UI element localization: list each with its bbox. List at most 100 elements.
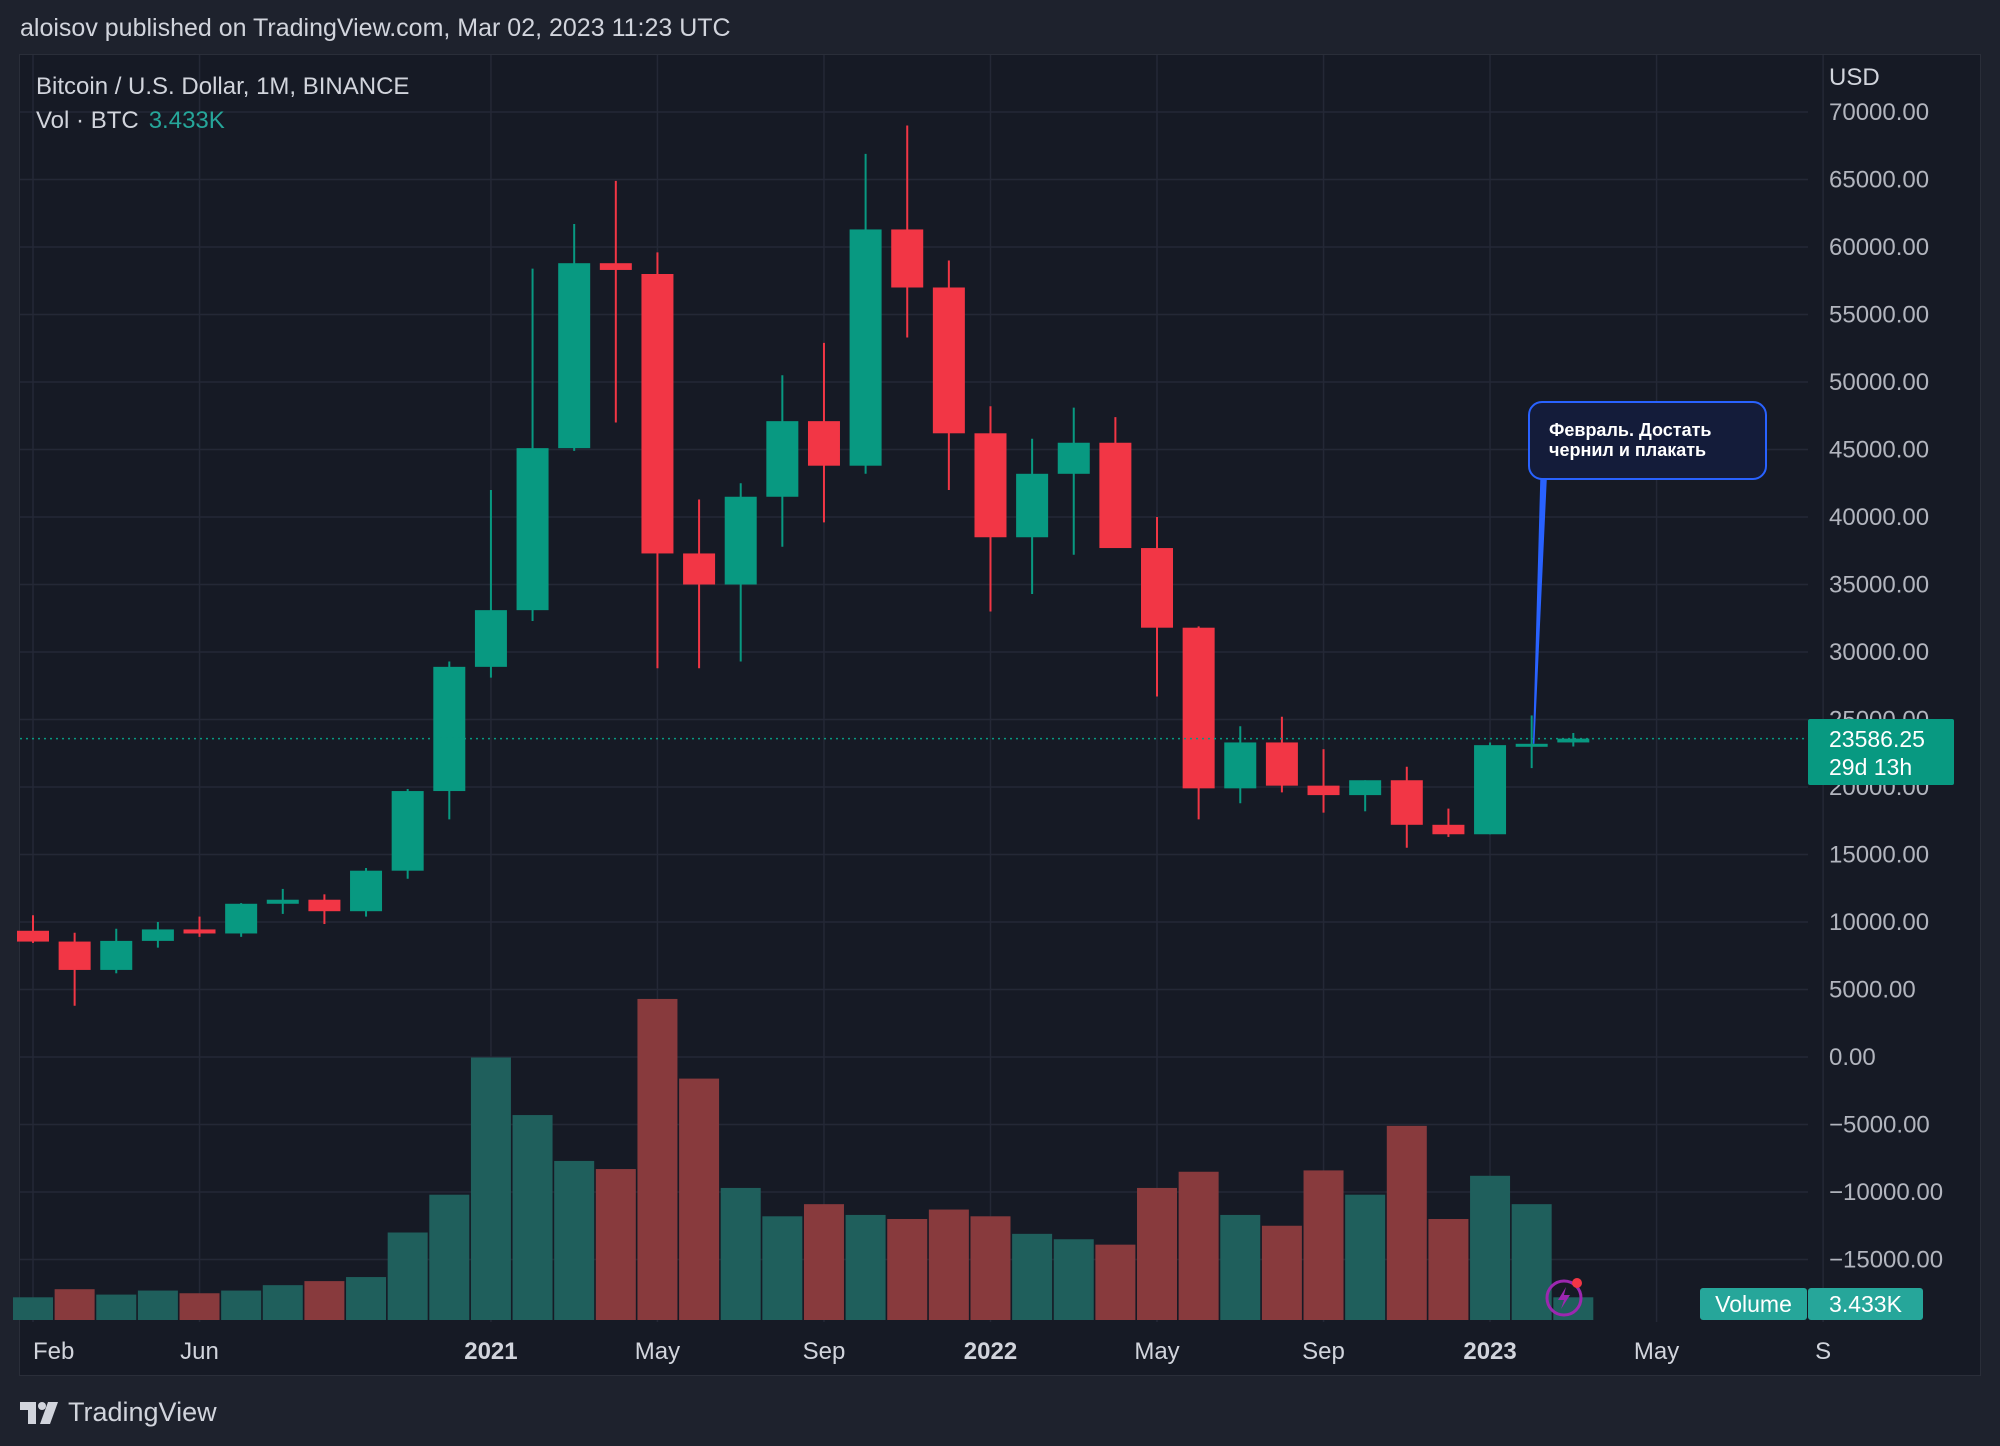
y-tick-label: 40000.00 [1829,504,1929,531]
candle-body [932,287,965,434]
tradingview-logo-icon [20,1401,58,1424]
volume-bar [179,1293,220,1320]
candle [891,125,924,338]
x-tick-label: 2023 [1463,1338,1516,1365]
grid-lines [20,55,1824,1322]
tradingview-logo[interactable]: TradingView [20,1397,217,1428]
volume-bar [1012,1233,1053,1320]
candle [516,268,549,621]
candle [183,916,216,937]
volume-bar [1511,1204,1552,1320]
candle-body [891,229,924,288]
candle [1307,749,1340,813]
candle-body [807,421,840,466]
volume-badge-label: Volume [1700,1288,1807,1320]
candle [1432,808,1465,837]
volume-bar [387,1232,428,1320]
symbol-title[interactable]: Bitcoin / U.S. Dollar, 1M, BINANCE [36,73,410,100]
x-tick-label: Sep [1302,1338,1345,1365]
price-axis-labels: 70000.00 65000.00 60000.00 55000.00 50000.00… [1829,99,1943,1274]
candle-body [1349,780,1382,796]
chart-overlays [20,479,1808,744]
candle [1099,417,1132,549]
candle [1390,766,1423,848]
candle [1349,780,1382,812]
candle [1182,626,1215,820]
candle-body [1265,742,1298,786]
candle-body [141,929,174,941]
candle [100,928,133,974]
volume-bar [887,1219,928,1320]
volume-bar [512,1115,553,1320]
candle-body [1515,743,1548,747]
volume-bar [554,1160,595,1320]
candle-body [558,263,591,449]
annotation-pointer [1532,479,1547,744]
volume-bar [1345,1194,1386,1320]
x-tick-label: 2021 [464,1338,517,1365]
y-tick-label: 5000.00 [1829,977,1916,1004]
annotation-callout[interactable]: Февраль. Достать чернил и плакать [1528,401,1767,480]
candle [974,406,1007,612]
volume-bar [970,1216,1011,1320]
x-tick-label: May [1634,1338,1679,1365]
candle-body [17,930,49,942]
candle [1224,726,1257,804]
candle-body [1557,738,1590,743]
candle [1265,716,1298,793]
candle-body [433,666,466,792]
candle-body [391,791,424,871]
x-tick-label: Jun [180,1338,219,1365]
volume-bar [1303,1170,1344,1320]
x-tick-label: Feb [33,1338,74,1365]
candle [641,252,674,669]
x-tick-label: 2022 [964,1338,1017,1365]
volume-bar [803,1204,844,1320]
chart-pane[interactable] [19,54,1981,1376]
candle [58,932,91,1006]
candle-body [766,421,799,497]
annotation-line-1: Февраль. Достать [1549,420,1712,440]
candle [391,789,424,879]
candle [558,224,591,451]
candle [308,894,341,925]
volume-bar [137,1290,178,1320]
candle-body [641,274,674,554]
candle-body [683,553,716,585]
x-tick-label: May [1134,1338,1179,1365]
volume-bar [1220,1214,1261,1320]
volume-badge-value: 3.433K [1808,1288,1923,1320]
volume-legend[interactable]: Vol · BTC 3.433K [36,104,409,138]
candle-body [1474,745,1507,835]
candle-body [1099,442,1132,549]
x-tick-label: May [635,1338,680,1365]
candle [1016,438,1049,594]
candle-body [1016,473,1049,538]
x-tick-label: S [1815,1338,1831,1365]
volume-legend-label: Vol · BTC [36,107,139,134]
lightning-icon[interactable] [1544,1277,1584,1317]
volume-bar [470,1057,511,1320]
volume-bar [429,1194,470,1320]
candle [1557,733,1590,747]
symbol-legend[interactable]: Bitcoin / U.S. Dollar, 1M, BINANCE Vol ·… [36,70,409,138]
volume-legend-value: 3.433K [148,107,225,134]
y-tick-label: 0.00 [1829,1044,1876,1071]
candle [141,922,174,948]
candle [225,903,258,937]
candle-body [974,433,1007,538]
volume-bar [595,1169,636,1320]
candle [683,499,716,669]
volume-bar [1386,1125,1427,1320]
y-tick-label: −10000.00 [1829,1179,1943,1206]
candle [1474,742,1507,835]
currency-label[interactable]: USD [1829,64,1880,91]
candle-body [225,903,258,934]
time-axis-labels: Feb Jun 2021 May Sep 2022 May Sep 2023 May S [33,1338,1831,1365]
bar-countdown: 29d 13h [1829,754,1913,780]
candle [350,868,383,917]
candle [807,342,840,523]
y-tick-label: 15000.00 [1829,842,1929,869]
candle [599,180,632,423]
